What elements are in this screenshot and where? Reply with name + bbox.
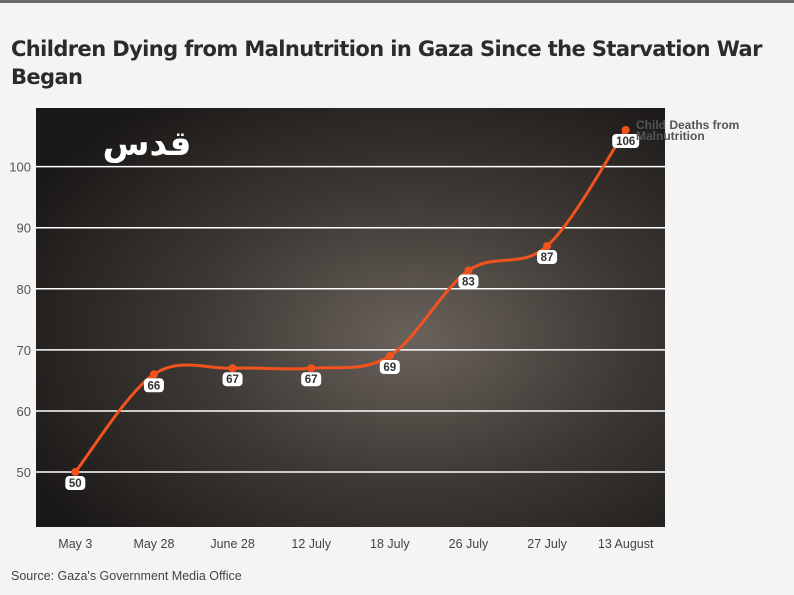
data-point [307, 364, 316, 373]
data-point [621, 125, 630, 134]
logo: قدس [103, 124, 192, 164]
data-label: 67 [305, 374, 318, 386]
series-label: Malnutrition [636, 129, 705, 143]
y-tick-label: 50 [17, 465, 31, 480]
data-label-bg [222, 372, 243, 387]
data-label: 69 [383, 362, 396, 374]
data-label-bg [612, 133, 640, 148]
series-label: Child Deaths from [636, 118, 739, 132]
data-point [71, 468, 80, 477]
chart-title: Children Dying from Malnutrition in Gaza… [11, 37, 762, 89]
x-tick-label: 27 July [527, 537, 567, 551]
data-label: 66 [148, 380, 161, 392]
data-point [149, 370, 158, 379]
y-tick-label: 60 [17, 404, 31, 419]
x-tick-label: June 28 [210, 537, 255, 551]
data-label-bg [143, 378, 164, 393]
data-label: 87 [541, 252, 554, 264]
x-tick-label: 26 July [449, 537, 489, 551]
chart: قدس 50 60 70 80 90 100 May 3 May 28 June 28 12 J… [9, 108, 739, 551]
y-tick-label: 70 [17, 343, 31, 358]
data-label-bg [301, 372, 322, 387]
data-label: 83 [462, 276, 475, 288]
data-label: 106 [616, 136, 635, 148]
y-tick-label: 90 [17, 221, 31, 236]
data-point [543, 242, 552, 251]
data-label: 50 [69, 478, 82, 490]
data-point [228, 364, 237, 373]
data-point [464, 266, 473, 275]
data-label-bg [65, 476, 86, 491]
y-tick-label: 100 [9, 160, 31, 175]
data-label: 67 [226, 374, 239, 386]
x-tick-label: 12 July [291, 537, 331, 551]
data-label-bg [458, 274, 479, 289]
data-label-bg [379, 359, 400, 374]
x-tick-label: 18 July [370, 537, 410, 551]
x-tick-label: May 3 [58, 537, 92, 551]
source-note: Source: Gaza's Government Media Office [11, 569, 242, 583]
data-point [385, 351, 394, 360]
data-label-bg [537, 250, 558, 265]
plot-background-photo [36, 108, 665, 527]
y-tick-label: 80 [17, 282, 31, 297]
x-tick-label: 13 August [598, 537, 654, 551]
x-tick-label: May 28 [133, 537, 174, 551]
